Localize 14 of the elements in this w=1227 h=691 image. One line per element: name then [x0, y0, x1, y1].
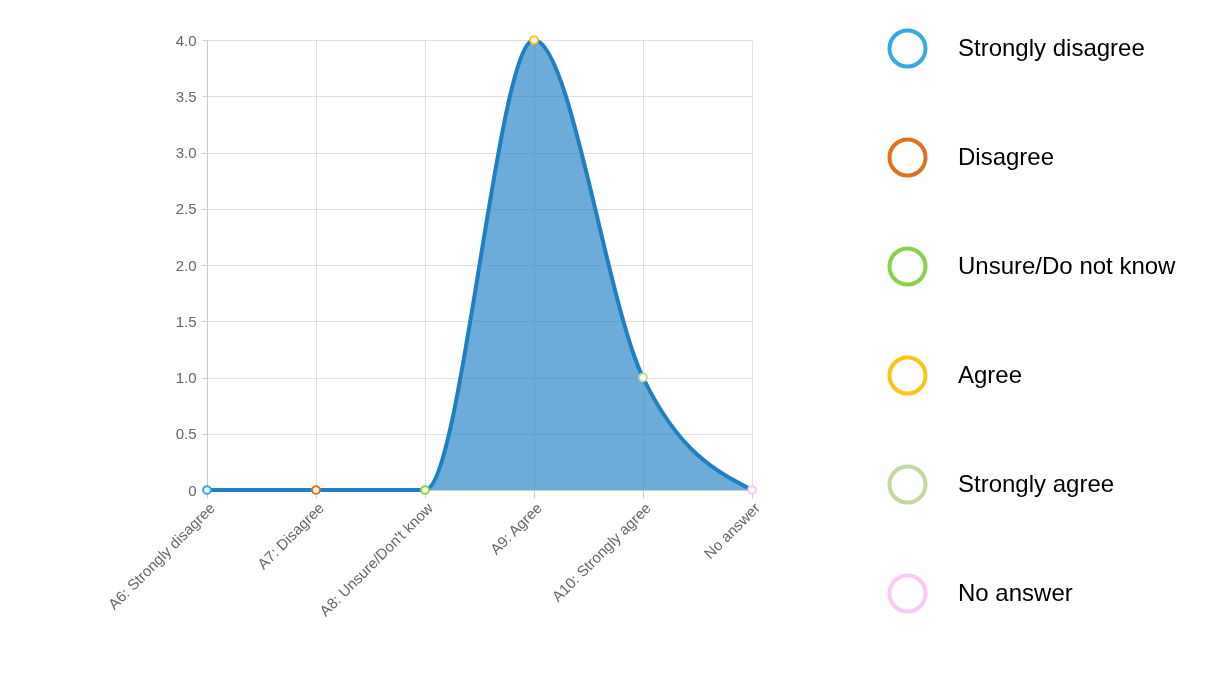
- legend-label: Strongly agree: [958, 469, 1115, 497]
- y-tick-label: 0.5: [175, 425, 197, 443]
- legend-label: Unsure/Do not know: [958, 251, 1177, 279]
- legend-label: Agree: [958, 360, 1023, 388]
- y-tick-label: 3.0: [175, 144, 197, 161]
- y-tick-label: 3.5: [175, 87, 197, 105]
- y-tick-label: 0: [188, 481, 197, 499]
- y-tick-label: 2.0: [175, 256, 197, 274]
- legend-label: Disagree: [958, 142, 1055, 170]
- y-tick-label: 4.0: [175, 31, 197, 49]
- y-tick-label: 2.5: [175, 200, 197, 218]
- legend-label: Strongly disagree: [958, 33, 1145, 61]
- y-tick-label: 1.5: [175, 312, 197, 330]
- y-tick-label: 1.0: [175, 369, 197, 386]
